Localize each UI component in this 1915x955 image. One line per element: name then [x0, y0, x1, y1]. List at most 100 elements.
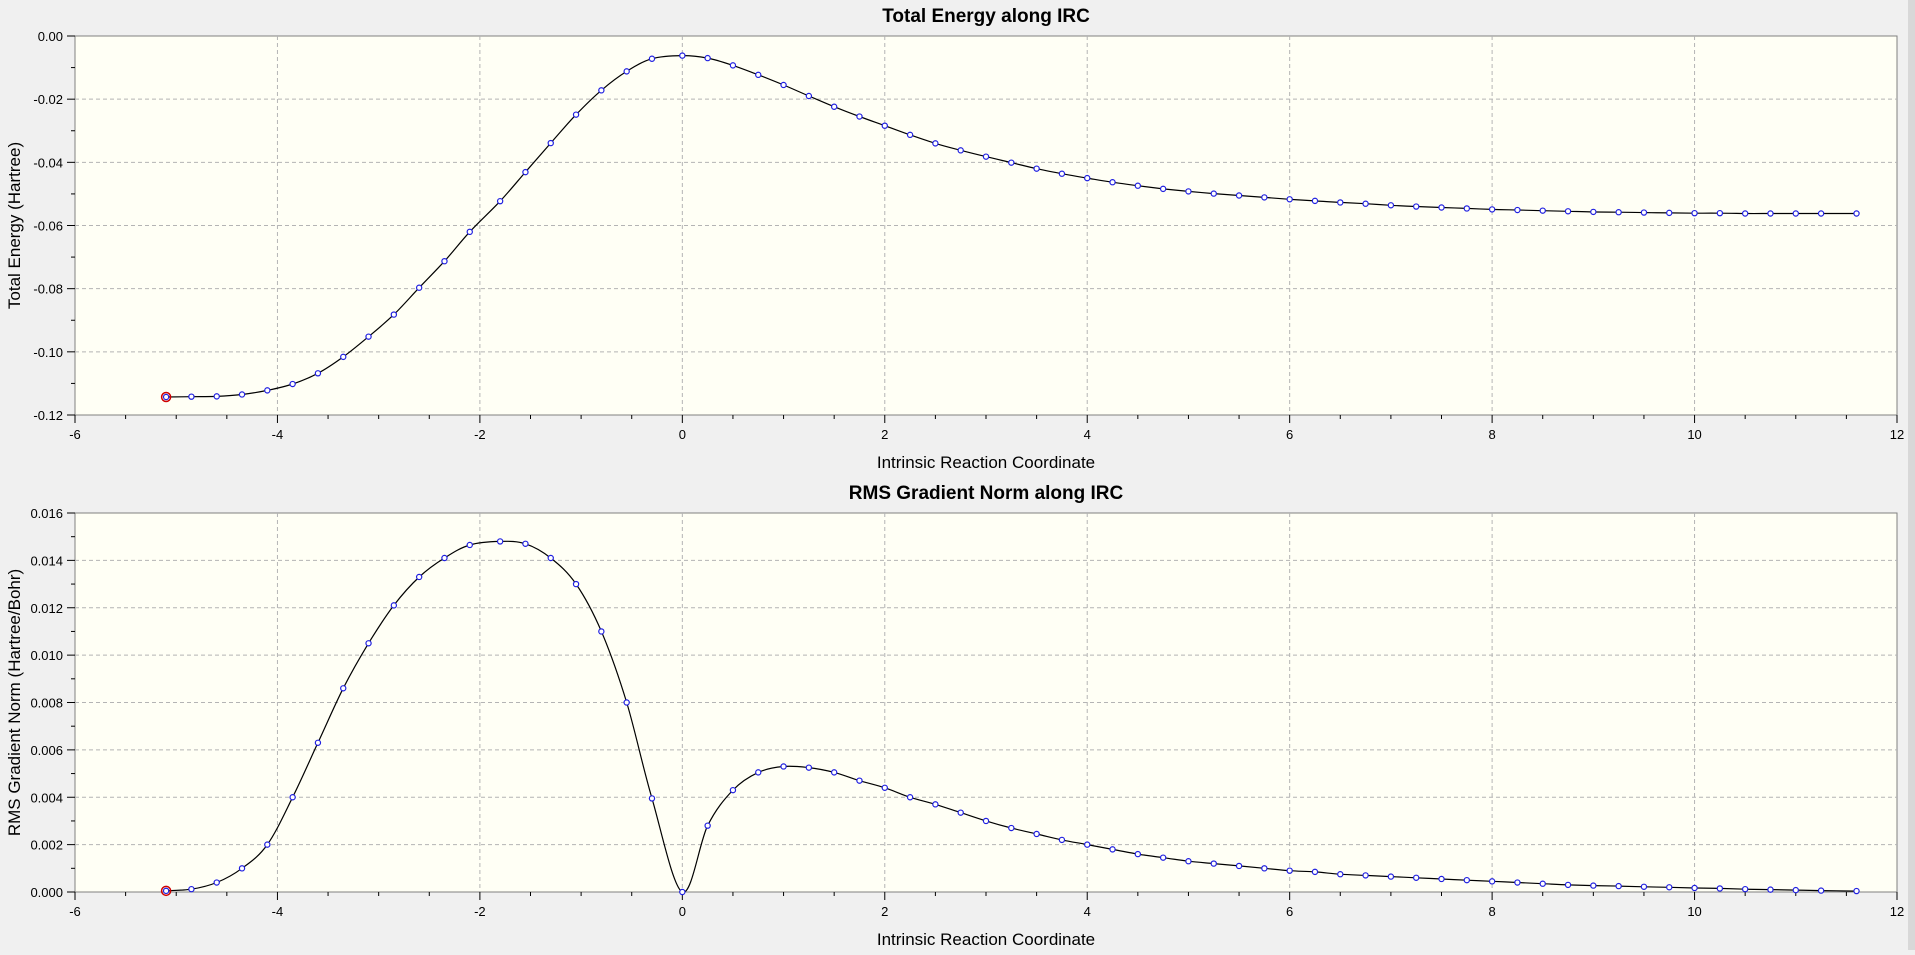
data-point[interactable] [1235, 192, 1243, 199]
data-point[interactable] [441, 554, 448, 562]
data-point[interactable] [289, 380, 296, 388]
data-point[interactable] [415, 284, 423, 291]
data-point[interactable] [1033, 165, 1040, 172]
data-point[interactable] [1387, 202, 1395, 209]
data-point[interactable] [1767, 210, 1774, 217]
data-point[interactable] [1058, 170, 1066, 177]
data-point[interactable] [1387, 873, 1395, 880]
data-point[interactable] [729, 786, 737, 794]
data-point[interactable] [1084, 174, 1091, 182]
data-point[interactable] [623, 68, 630, 75]
data-point[interactable] [1438, 204, 1445, 211]
data-point[interactable] [755, 769, 762, 776]
data-point[interactable] [805, 92, 813, 100]
data-point[interactable] [1741, 210, 1749, 217]
data-point[interactable] [1008, 159, 1015, 166]
data-point[interactable] [1412, 203, 1420, 210]
data-point[interactable] [1666, 209, 1673, 217]
data-point[interactable] [906, 131, 914, 139]
data-point[interactable] [780, 81, 787, 89]
data-point[interactable] [1362, 200, 1369, 207]
data-point[interactable] [598, 87, 605, 94]
data-point[interactable] [466, 228, 473, 236]
data-point[interactable] [572, 111, 580, 118]
data-point[interactable] [1539, 880, 1546, 887]
data-point[interactable] [1311, 868, 1319, 876]
data-point[interactable] [648, 55, 656, 62]
data-point[interactable] [415, 573, 423, 581]
data-point[interactable] [755, 71, 762, 79]
data-point[interactable] [188, 393, 195, 400]
data-point[interactable] [1590, 882, 1597, 889]
data-point[interactable] [1716, 885, 1724, 892]
data-point[interactable] [1235, 862, 1243, 870]
data-point[interactable] [1134, 850, 1142, 858]
data-point[interactable] [1286, 867, 1293, 874]
data-point[interactable] [314, 370, 322, 377]
data-point[interactable] [1185, 858, 1192, 865]
data-point[interactable] [830, 769, 838, 776]
data-point[interactable] [856, 777, 863, 784]
data-point[interactable] [1817, 887, 1825, 894]
data-point[interactable] [881, 122, 888, 129]
data-point[interactable] [1008, 824, 1015, 832]
data-point[interactable] [623, 699, 630, 706]
data-point[interactable] [1438, 875, 1445, 883]
data-point[interactable] [1564, 208, 1572, 215]
data-point[interactable] [496, 197, 504, 205]
data-point[interactable] [704, 54, 711, 62]
data-point[interactable] [1817, 210, 1825, 217]
data-point[interactable] [648, 795, 656, 802]
data-point[interactable] [856, 113, 863, 120]
data-point[interactable] [522, 168, 529, 176]
data-point[interactable] [1640, 883, 1648, 890]
data-point[interactable] [1564, 881, 1572, 889]
data-point[interactable] [957, 809, 964, 816]
data-point[interactable] [1159, 854, 1167, 861]
data-point[interactable] [1463, 205, 1471, 212]
data-point[interactable] [932, 140, 939, 147]
data-point[interactable] [365, 640, 372, 647]
data-point[interactable] [289, 794, 296, 801]
data-point[interactable] [1590, 208, 1597, 216]
data-point[interactable] [547, 554, 554, 562]
data-point[interactable] [1640, 209, 1648, 216]
data-point[interactable] [1514, 206, 1521, 214]
data-point[interactable] [390, 311, 398, 318]
data-point[interactable] [1691, 209, 1698, 217]
data-point[interactable] [1362, 872, 1369, 879]
data-point[interactable] [780, 763, 787, 770]
data-point[interactable] [1134, 182, 1142, 189]
data-point[interactable] [1261, 194, 1268, 201]
data-point[interactable] [982, 153, 990, 160]
data-point[interactable] [365, 333, 372, 340]
data-point[interactable] [1311, 197, 1319, 205]
data-point[interactable] [805, 764, 813, 771]
data-point[interactable] [238, 865, 246, 872]
data-point[interactable] [1792, 886, 1799, 894]
data-point[interactable] [162, 887, 170, 895]
data-point[interactable] [1666, 884, 1673, 891]
data-point[interactable] [932, 801, 939, 808]
data-point[interactable] [598, 628, 605, 635]
data-point[interactable] [522, 540, 529, 547]
data-point[interactable] [679, 888, 686, 896]
data-point[interactable] [1488, 206, 1496, 213]
data-point[interactable] [1767, 886, 1774, 893]
data-point[interactable] [1792, 210, 1799, 217]
data-point[interactable] [830, 103, 838, 110]
data-point[interactable] [1853, 887, 1860, 895]
data-point[interactable] [1159, 185, 1167, 193]
data-point[interactable] [264, 387, 271, 394]
data-point[interactable] [1337, 871, 1344, 878]
data-point[interactable] [906, 794, 914, 801]
data-point[interactable] [1109, 179, 1116, 186]
data-point[interactable] [982, 817, 990, 825]
data-point[interactable] [213, 879, 220, 886]
data-point[interactable] [1853, 210, 1860, 217]
data-point[interactable] [704, 822, 711, 829]
data-point[interactable] [314, 739, 322, 746]
data-point[interactable] [1716, 209, 1724, 217]
data-point[interactable] [547, 139, 554, 147]
data-point[interactable] [162, 393, 170, 401]
